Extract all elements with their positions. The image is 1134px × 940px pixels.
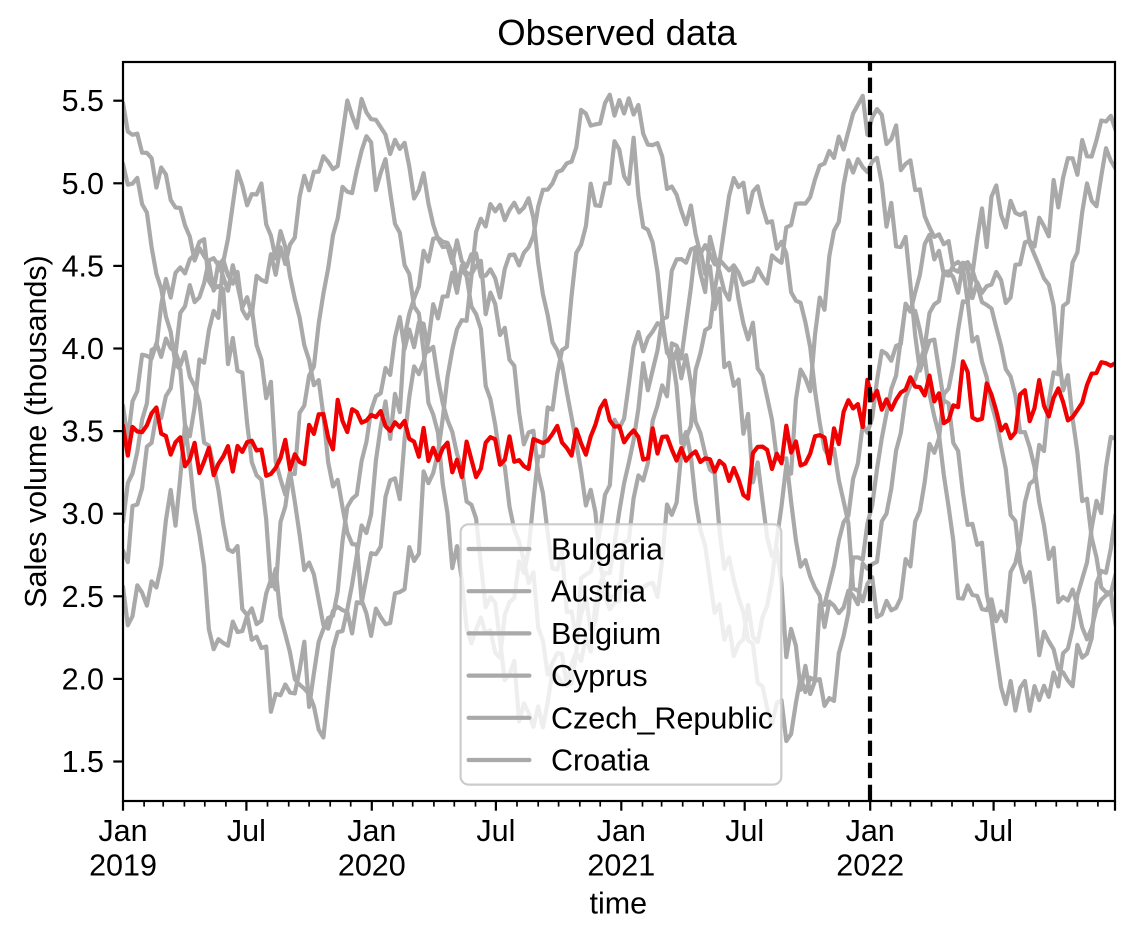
- svg-text:Jul: Jul: [476, 814, 515, 848]
- svg-text:Jul: Jul: [725, 814, 764, 848]
- svg-text:Cyprus: Cyprus: [551, 659, 648, 693]
- svg-text:2.5: 2.5: [62, 580, 104, 614]
- svg-text:3.5: 3.5: [62, 415, 104, 449]
- svg-text:Observed data: Observed data: [497, 12, 737, 53]
- svg-text:5.5: 5.5: [62, 84, 104, 118]
- svg-text:Sales volume (thousands): Sales volume (thousands): [19, 255, 53, 608]
- svg-text:2022: 2022: [836, 849, 904, 883]
- svg-text:Croatia: Croatia: [551, 744, 649, 778]
- svg-text:Jan: Jan: [597, 814, 646, 848]
- svg-text:Jan: Jan: [98, 814, 147, 848]
- svg-text:time: time: [589, 887, 647, 921]
- svg-text:Czech_Republic: Czech_Republic: [551, 701, 773, 735]
- svg-text:Austria: Austria: [551, 575, 646, 609]
- svg-text:2.0: 2.0: [62, 662, 104, 696]
- svg-text:4.0: 4.0: [62, 332, 104, 366]
- svg-text:5.0: 5.0: [62, 167, 104, 201]
- svg-text:Belgium: Belgium: [551, 617, 661, 651]
- svg-text:3.0: 3.0: [62, 497, 104, 531]
- svg-text:Bulgaria: Bulgaria: [551, 533, 663, 567]
- svg-text:4.5: 4.5: [62, 249, 104, 283]
- svg-text:2019: 2019: [89, 849, 157, 883]
- svg-text:2020: 2020: [338, 849, 406, 883]
- svg-text:1.5: 1.5: [62, 745, 104, 779]
- svg-text:Jul: Jul: [227, 814, 266, 848]
- svg-text:Jan: Jan: [846, 814, 895, 848]
- svg-text:2021: 2021: [587, 849, 655, 883]
- svg-text:Jul: Jul: [974, 814, 1013, 848]
- svg-text:Jan: Jan: [347, 814, 396, 848]
